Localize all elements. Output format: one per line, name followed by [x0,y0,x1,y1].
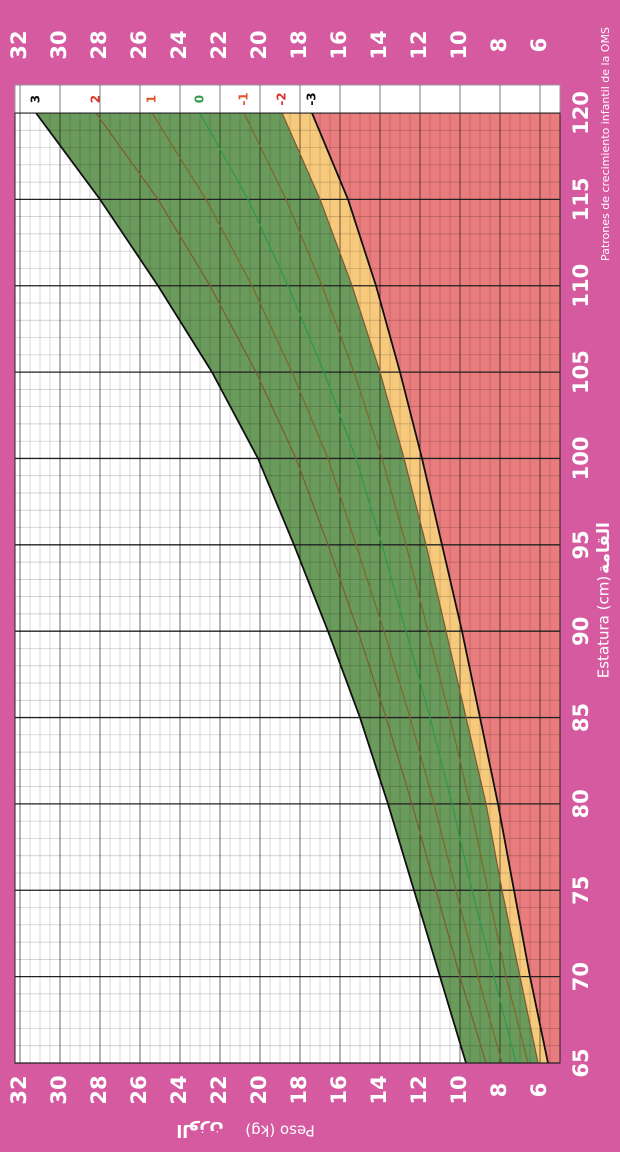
y-tick-label: 10 [447,1075,471,1104]
y-tick-label: 28 [87,30,111,59]
y-tick-label: 32 [7,1075,31,1104]
x-tick-label: 120 [569,91,593,135]
legend-label: -2 [275,92,289,105]
y-tick-label: 24 [167,30,191,59]
series-line [243,112,529,1064]
y-tick-label: 14 [367,30,391,59]
y-tick-label: 10 [447,30,471,59]
series-line [199,112,517,1064]
legend-label: 0 [193,95,207,103]
y-tick-label: 12 [407,30,431,59]
y-tick-label: 30 [47,1075,71,1104]
series-line [95,112,487,1064]
y-tick-label: 6 [527,1083,551,1098]
legend-label: 3 [29,95,43,103]
y-tick-label: 16 [327,1075,351,1104]
y-tick-label: 8 [487,1083,511,1098]
series-line [35,112,467,1064]
y-tick-label: 30 [47,30,71,59]
series-line [151,112,503,1064]
y-tick-label: 14 [367,1075,391,1104]
y-tick-label: 20 [247,1075,271,1104]
x-tick-label: 85 [569,703,593,732]
legend-label: -1 [237,92,251,105]
x-label: Estatura (cm) [595,576,613,678]
x-tick-label: 105 [569,350,593,394]
x-tick-label: 115 [569,177,593,221]
y-tick-label: 12 [407,1075,431,1104]
series-line [281,112,539,1064]
y-tick-label: 8 [487,38,511,53]
band-severe [312,113,560,1063]
rotated-chart: 6570758085909510010511011512066881010121… [7,27,614,1105]
legend-label: 1 [145,95,159,103]
x-tick-label: 75 [569,876,593,905]
plot-frame [14,112,561,1064]
x-tick-label: 70 [569,962,593,991]
band-normal [36,113,538,1063]
x-tick-label: 90 [569,617,593,646]
y-title: Peso (kg) الوزن [176,1120,314,1140]
series-line [311,112,549,1064]
y-tick-label: 18 [287,30,311,59]
x-tick-label: 100 [569,437,593,481]
y-tick-label: 26 [127,1075,151,1104]
note: Patrones de crecimiento infantil de la O… [599,27,612,261]
y-label-ar: الوزن [176,1120,223,1140]
y-tick-label: 22 [207,30,231,59]
y-tick-label: 6 [527,38,551,53]
y-tick-label: 28 [87,1075,111,1104]
x-tick-label: 65 [569,1048,593,1077]
band-moderate [282,113,548,1063]
legend-label: 2 [89,95,103,103]
y-tick-label: 18 [287,1075,311,1104]
x-tick-label: 95 [569,530,593,559]
y-tick-label: 26 [127,30,151,59]
y-tick-label: 24 [167,1075,191,1104]
y-tick-label: 32 [7,30,31,59]
x-label-ar: القامة [594,522,614,574]
y-label: Peso (kg) [245,1122,314,1140]
x-tick-label: 110 [569,264,593,308]
x-tick-label: 80 [569,789,593,818]
legend-label: -3 [305,92,319,105]
y-tick-label: 22 [207,1075,231,1104]
y-tick-label: 20 [247,30,271,59]
y-tick-label: 16 [327,30,351,59]
